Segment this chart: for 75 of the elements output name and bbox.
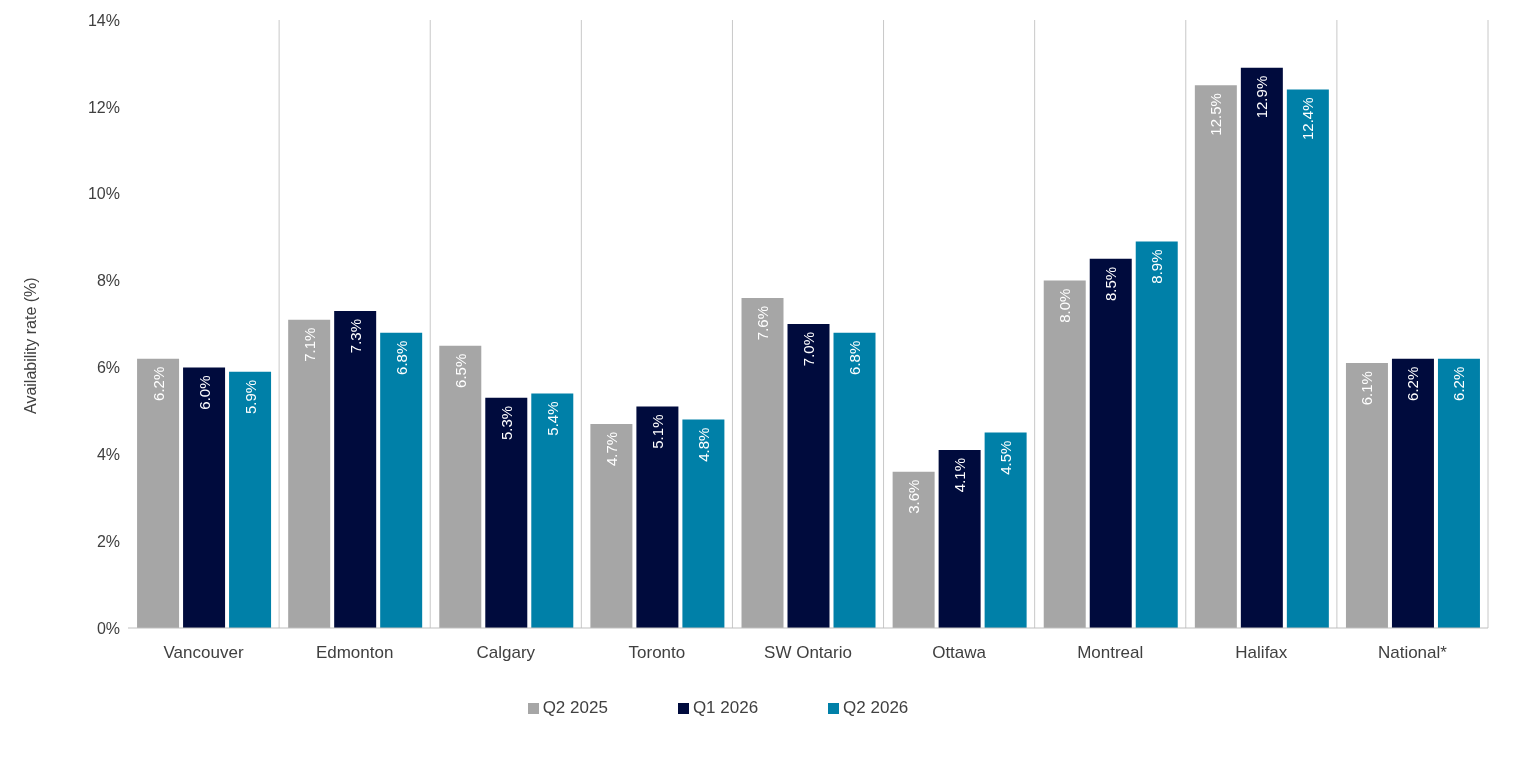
bar — [892, 471, 935, 628]
data-label: 6.0% — [195, 375, 213, 410]
bar — [1089, 258, 1132, 628]
data-label: 8.0% — [1056, 288, 1074, 323]
data-label: 6.2% — [1404, 366, 1422, 401]
data-label: 5.1% — [648, 414, 666, 449]
bar — [1437, 358, 1480, 628]
data-label: 7.1% — [300, 327, 318, 362]
x-tick-label: SW Ontario — [764, 643, 852, 663]
x-tick-label: Montreal — [1077, 643, 1144, 663]
data-label: 4.7% — [602, 431, 620, 467]
bar — [938, 449, 981, 628]
x-tick-label: Calgary — [476, 643, 536, 663]
data-label: 5.9% — [241, 379, 259, 414]
data-label: 6.8% — [846, 340, 864, 375]
bar — [833, 332, 876, 628]
data-label: 4.5% — [997, 440, 1015, 475]
data-label: 4.8% — [694, 427, 712, 462]
bar — [137, 358, 180, 628]
data-label: 7.6% — [754, 305, 772, 341]
bar — [380, 332, 423, 628]
bar — [984, 432, 1027, 628]
x-tick-label: Ottawa — [932, 643, 987, 663]
data-label: 5.4% — [543, 401, 561, 436]
data-label: 6.2% — [1450, 366, 1468, 401]
bar — [183, 367, 226, 628]
bar — [636, 406, 679, 628]
data-label: 8.9% — [1148, 249, 1166, 284]
data-label: 3.6% — [905, 479, 923, 514]
y-tick-label: 4% — [96, 445, 120, 463]
bar — [590, 423, 633, 628]
legend-label: Q2 2025 — [542, 698, 608, 717]
bar — [439, 345, 482, 628]
bar — [1240, 67, 1283, 628]
y-tick-label: 10% — [87, 185, 120, 203]
bar — [1286, 89, 1329, 628]
bar — [1391, 358, 1434, 628]
data-label: 7.0% — [800, 332, 818, 367]
bar — [787, 324, 830, 628]
data-label: 8.5% — [1102, 266, 1120, 302]
y-tick-label: 12% — [87, 98, 120, 116]
y-tick-label: 6% — [96, 359, 120, 377]
bar — [229, 371, 272, 628]
x-tick-label: Halifax — [1235, 643, 1288, 663]
data-label: 6.1% — [1358, 371, 1376, 406]
y-tick-label: 14% — [87, 11, 120, 29]
data-label: 12.5% — [1207, 93, 1225, 136]
data-label: 6.2% — [149, 366, 167, 401]
bar — [288, 319, 331, 628]
bar — [1135, 241, 1178, 628]
data-label: 7.3% — [346, 318, 364, 354]
data-label: 6.5% — [451, 353, 469, 388]
bar — [682, 419, 725, 628]
data-label: 12.9% — [1253, 75, 1271, 119]
x-tick-label: Edmonton — [315, 643, 394, 663]
y-tick-label: 8% — [96, 272, 120, 290]
data-label: 12.4% — [1299, 97, 1317, 141]
bar — [1345, 363, 1388, 628]
bar — [334, 310, 377, 628]
y-tick-label: 2% — [96, 532, 120, 550]
legend-label: Q1 2026 — [692, 698, 759, 717]
data-label: 4.1% — [951, 457, 969, 493]
bar — [1194, 85, 1237, 628]
bar — [1043, 280, 1086, 628]
bar — [741, 297, 784, 628]
y-axis-title: Availability rate (%) — [21, 277, 39, 414]
y-tick-label: 0% — [96, 619, 120, 637]
data-label: 6.8% — [392, 340, 410, 375]
x-tick-label: National* — [1377, 643, 1448, 663]
legend-label: Q2 2026 — [843, 698, 909, 717]
bar — [485, 397, 528, 628]
data-label: 5.3% — [497, 405, 515, 441]
x-tick-label: Vancouver — [163, 643, 244, 663]
bar — [531, 393, 574, 628]
x-tick-label: Toronto — [628, 643, 686, 663]
